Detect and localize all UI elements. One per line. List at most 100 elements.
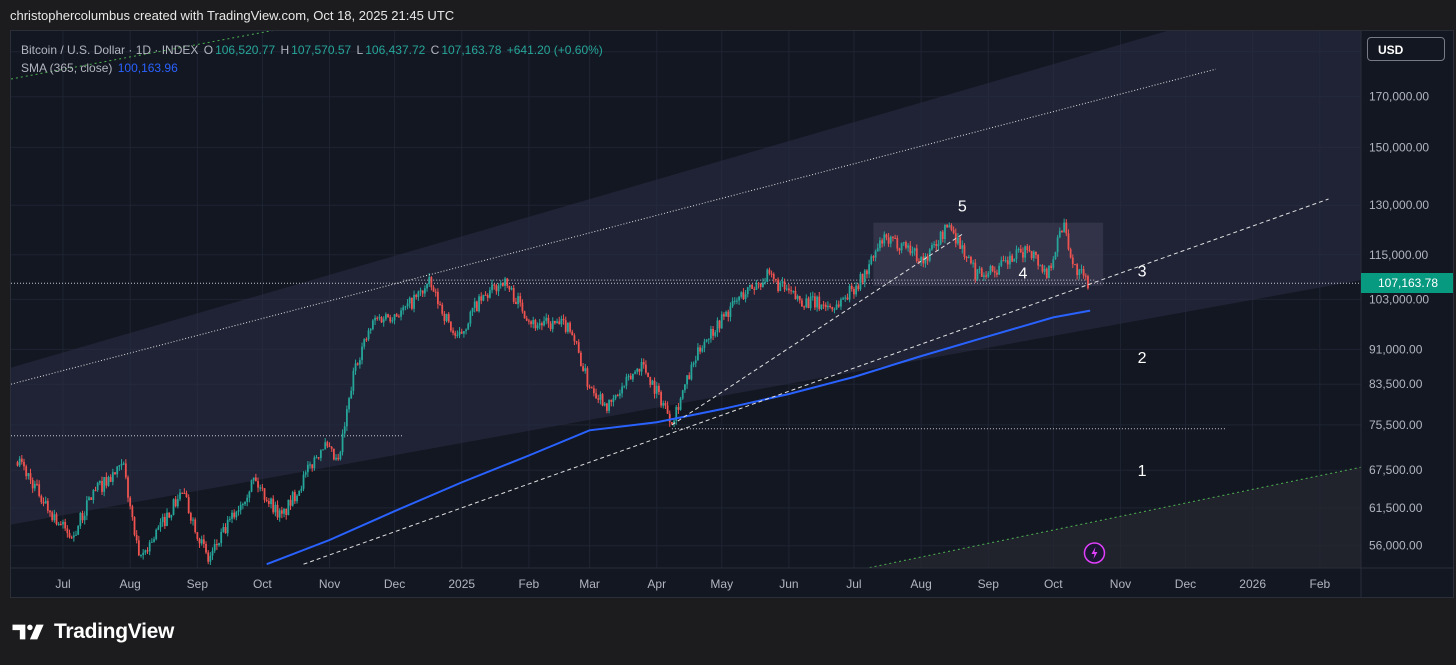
- candle-body: [235, 511, 238, 518]
- candle-body: [985, 275, 988, 277]
- candle-body: [948, 225, 951, 228]
- candle-body: [632, 373, 634, 380]
- candle-body: [220, 531, 223, 544]
- candle-body: [549, 323, 552, 330]
- candle-body: [332, 448, 335, 460]
- candle-body: [547, 317, 550, 324]
- candle-body: [619, 393, 621, 396]
- candle-body: [311, 464, 314, 469]
- candle-body: [1015, 249, 1018, 259]
- sma-value: 100,163.96: [117, 61, 178, 75]
- x-tick-label: Jun: [779, 577, 798, 591]
- candle-body: [298, 490, 301, 496]
- candle-body: [983, 275, 985, 277]
- candle-body: [608, 399, 610, 411]
- candle-body: [62, 521, 64, 525]
- candle-body: [127, 477, 129, 498]
- candle-body: [350, 390, 353, 399]
- candle-body: [781, 281, 784, 284]
- candle-body: [376, 317, 379, 319]
- candle-body: [863, 270, 866, 283]
- x-tick-label: Nov: [1110, 577, 1131, 591]
- candle-body: [70, 537, 73, 539]
- candle-body: [738, 296, 740, 301]
- candle-body: [393, 314, 396, 321]
- x-tick-label: Feb: [519, 577, 540, 591]
- candle-body: [1056, 237, 1059, 253]
- candle-body: [842, 298, 845, 300]
- candle-body: [972, 262, 975, 264]
- candle-body: [690, 364, 693, 380]
- candle-body: [918, 260, 920, 262]
- candle-body: [1032, 251, 1035, 259]
- chart-legend: Bitcoin / U.S. Dollar · 1D · INDEX O 106,…: [21, 41, 605, 77]
- candle-body: [521, 302, 524, 312]
- candle-body: [92, 490, 95, 501]
- candle-body: [246, 497, 249, 502]
- candle-body: [261, 487, 264, 489]
- candle-body: [1045, 268, 1048, 278]
- candle-body: [471, 307, 474, 312]
- candle-body: [1061, 230, 1063, 232]
- x-tick-label: Jul: [55, 577, 70, 591]
- candle-body: [740, 292, 743, 297]
- candle-body: [330, 447, 333, 449]
- candle-body: [499, 282, 502, 286]
- candle-body: [638, 368, 641, 372]
- wave-label-4: 4: [1019, 265, 1028, 282]
- candle-body: [846, 297, 849, 300]
- candle-body: [926, 256, 929, 261]
- candle-body: [933, 244, 936, 246]
- candle-body: [577, 342, 580, 353]
- candle-body: [974, 262, 977, 280]
- candle-body: [623, 385, 626, 387]
- candle-body: [228, 518, 231, 520]
- currency-button[interactable]: USD: [1367, 37, 1445, 61]
- candle-body: [296, 495, 298, 502]
- x-tick-label: Jul: [846, 577, 861, 591]
- sma-label[interactable]: SMA (365, close): [21, 61, 113, 75]
- y-tick-label: 56,000.00: [1369, 539, 1423, 553]
- candle-body: [1041, 265, 1044, 272]
- candle-body: [989, 266, 992, 274]
- candle-body: [59, 524, 62, 526]
- candle-body: [274, 504, 277, 513]
- candle-body: [753, 288, 756, 290]
- wave-label-2: 2: [1138, 350, 1147, 367]
- candle-body: [1019, 248, 1022, 253]
- candle-body: [757, 282, 760, 284]
- candle-body: [40, 495, 43, 503]
- candle-body: [389, 317, 392, 322]
- candle-body: [571, 331, 574, 336]
- candle-body: [712, 329, 714, 336]
- candle-body: [861, 273, 864, 283]
- candle-body: [859, 273, 862, 290]
- candle-body: [996, 272, 998, 275]
- candle-body: [382, 319, 385, 323]
- candle-body: [1076, 264, 1079, 276]
- candle-body: [200, 539, 203, 544]
- candle-body: [857, 285, 860, 290]
- candle-body: [727, 311, 730, 317]
- candle-body: [837, 304, 840, 307]
- candle-body: [1087, 276, 1089, 289]
- candle-body: [107, 476, 110, 486]
- candle-body: [469, 311, 472, 324]
- trendline: [11, 68, 1216, 385]
- candle-body: [525, 318, 528, 321]
- candle-body: [1009, 255, 1011, 265]
- candle-body: [794, 290, 797, 299]
- candle-body: [679, 398, 682, 410]
- candle-body: [20, 458, 23, 462]
- candle-body: [187, 497, 190, 514]
- parallel-channel: [11, 31, 1361, 525]
- candle-body: [103, 477, 106, 492]
- candle-body: [1004, 260, 1007, 262]
- candle-body: [105, 477, 108, 486]
- candle-body: [703, 341, 706, 349]
- candle-body: [356, 363, 359, 365]
- candle-body: [924, 256, 927, 264]
- candle-body: [790, 290, 792, 292]
